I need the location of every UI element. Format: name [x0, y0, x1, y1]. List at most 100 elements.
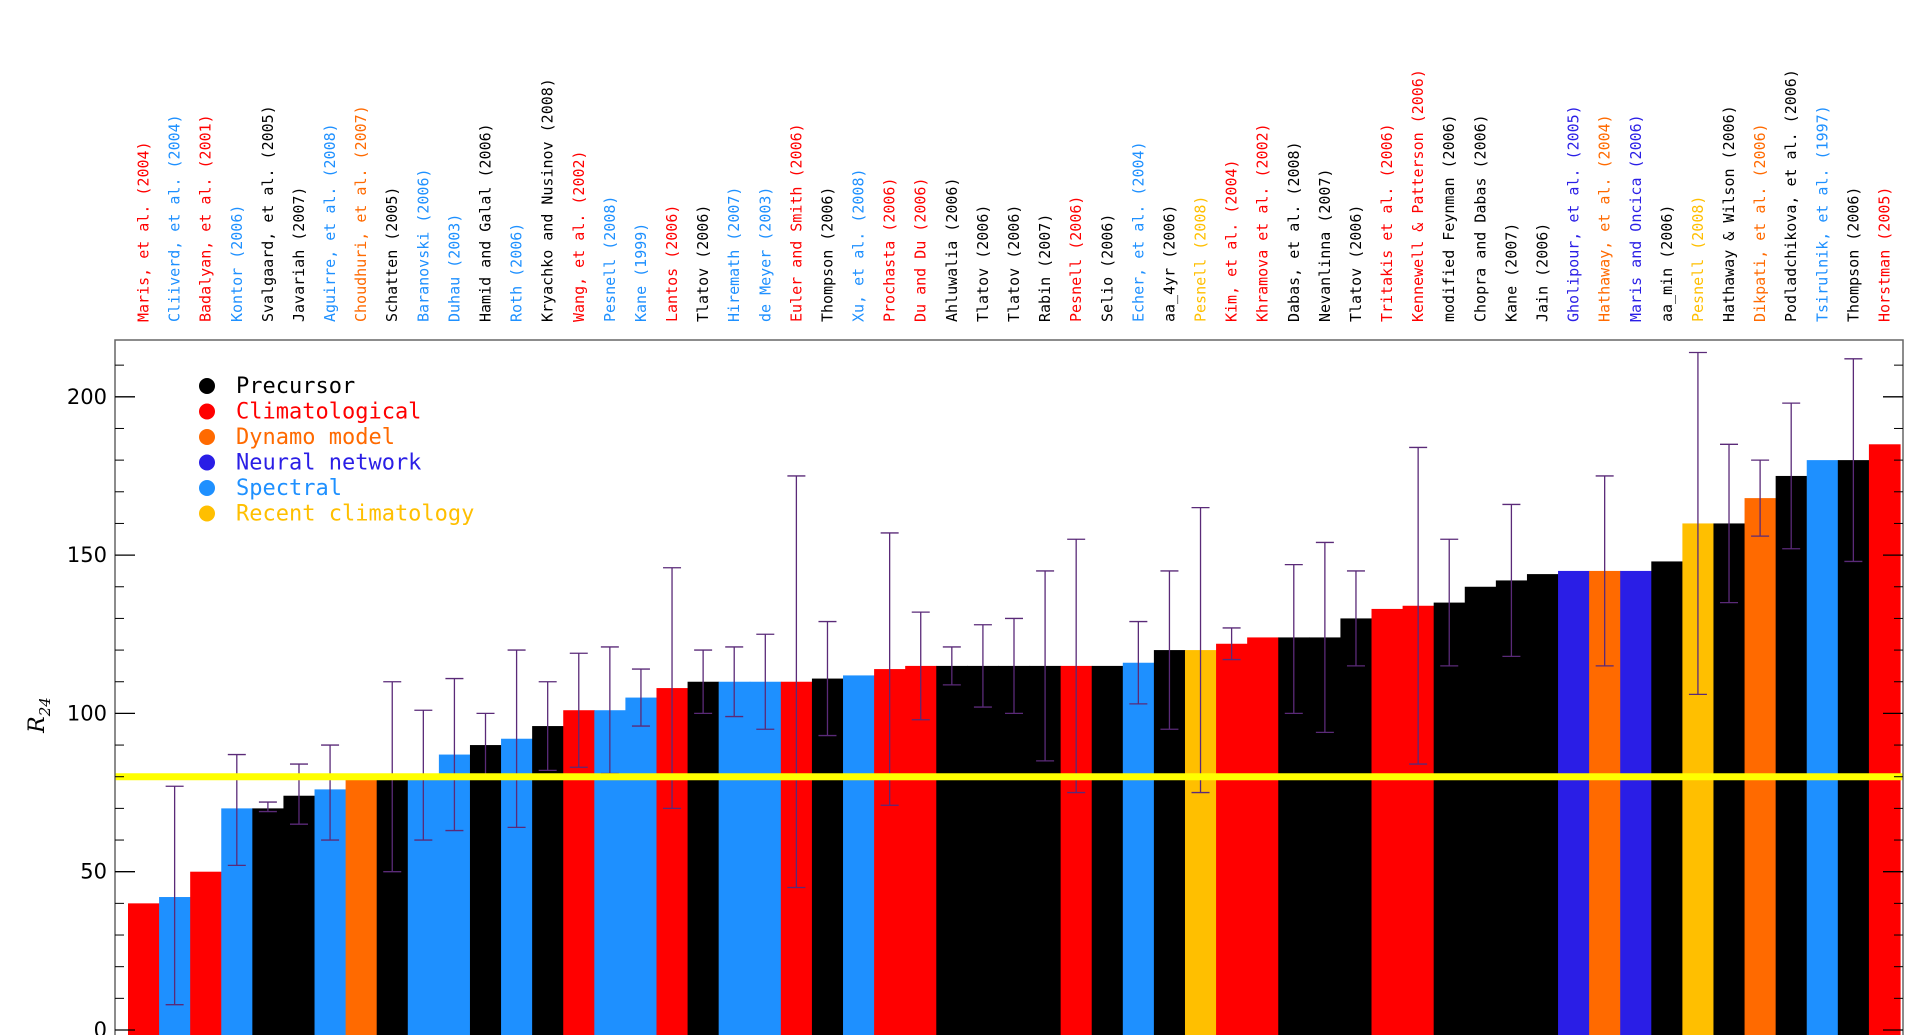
legend-entry: Recent climatology	[236, 502, 474, 527]
bar-label: Javariah (2007)	[290, 187, 308, 322]
bar-label: aa_4yr (2006)	[1160, 205, 1178, 322]
bar	[905, 665, 937, 1035]
bar	[128, 903, 160, 1035]
error-bars-group	[165, 351, 1863, 1006]
bar-label: Nevanlinna (2007)	[1316, 168, 1334, 322]
bar-label: Svalgaard, et al. (2005)	[259, 105, 277, 322]
plot-frame	[114, 339, 1904, 1035]
bar-label: Chopra and Dabas (2006)	[1471, 114, 1489, 322]
bar-label: Euler and Smith (2006)	[787, 123, 805, 322]
bar-label: Tlatov (2006)	[1005, 205, 1023, 322]
bar-label: Echer, et al. (2004)	[1129, 141, 1147, 322]
bar-label: Podladchikova, et al. (2006)	[1782, 69, 1800, 322]
bar	[252, 808, 285, 1035]
bar-label: Rabin (2007)	[1036, 214, 1054, 322]
bar	[1122, 662, 1155, 1035]
bar-label: Thompson (2006)	[819, 187, 837, 322]
bar-label: Hamid and Galal (2006)	[477, 123, 495, 322]
bar-label: Du and Du (2006)	[912, 178, 930, 323]
bar	[1806, 460, 1839, 1035]
bar-label: Roth (2006)	[508, 223, 526, 322]
bar	[1775, 475, 1808, 1035]
bar	[1433, 602, 1466, 1035]
bar	[998, 665, 1031, 1035]
bar-label: Pesnell (2006)	[1067, 196, 1085, 322]
bar-label: Jain (2006)	[1534, 223, 1552, 322]
bar-label: Tsirulnik, et al. (1997)	[1813, 105, 1831, 322]
bar-label: Tlatov (2006)	[1347, 205, 1365, 322]
bar-label: Gholipour, et al. (2005)	[1565, 105, 1583, 322]
bar-label: Prochasta (2006)	[881, 178, 899, 323]
bar-label: Duhau (2003)	[445, 214, 463, 322]
bar-label: Choudhuri, et al. (2007)	[352, 105, 370, 322]
bar-label: Kane (2007)	[1502, 223, 1520, 322]
bar-label: Kontor (2006)	[228, 205, 246, 322]
bar-labels-group: Maris, et al. (2004) Cliiverd, et al. (20…	[135, 69, 1894, 322]
bar-label: modified Feynman (2006)	[1440, 114, 1458, 322]
bar-label: Dabas, et al. (2008)	[1285, 141, 1303, 322]
bar	[1464, 586, 1497, 1035]
bar-label: Lantos (2006)	[663, 205, 681, 322]
y-axis-label-sub: 24	[36, 697, 54, 717]
bar-label: Tritakis et al. (2006)	[1378, 123, 1396, 322]
bar	[811, 678, 844, 1035]
bar-label: Baranovski (2006)	[414, 168, 432, 322]
bar-label: Aguirre, et al. (2008)	[321, 123, 339, 322]
legend-marker	[199, 454, 215, 471]
legend-background	[190, 368, 530, 528]
bar-label: Horstman (2005)	[1876, 187, 1894, 322]
bar-label: aa_min (2006)	[1658, 205, 1676, 322]
bar-label: Khramova et al. (2002)	[1254, 123, 1272, 322]
bar-label: Tlatov (2006)	[694, 205, 712, 322]
bar	[1868, 444, 1901, 1035]
legend-marker	[199, 429, 215, 445]
legend-entry: Dynamo model	[236, 425, 395, 450]
bar	[1620, 570, 1652, 1035]
bar	[843, 675, 875, 1035]
y-axis-label: R24	[25, 697, 54, 734]
bar	[1651, 561, 1683, 1035]
bar	[967, 665, 1000, 1035]
bar	[1340, 618, 1373, 1035]
bar-label: Kennewell & Patterson (2006)	[1409, 69, 1427, 322]
y-axis-label-main: R	[25, 716, 50, 734]
bar-label: Ahluwalia (2006)	[943, 178, 961, 323]
legend-entry: Spectral	[236, 476, 342, 501]
bar-label: Thompson (2006)	[1844, 187, 1862, 322]
bar-label: de Meyer (2003)	[756, 187, 774, 322]
bar-label: Selio (2006)	[1098, 214, 1116, 322]
bar	[345, 776, 378, 1035]
legend-marker	[199, 480, 215, 496]
bar	[1744, 498, 1777, 1035]
y-tick-label: 200	[67, 385, 107, 409]
bar	[749, 681, 782, 1035]
bar	[625, 697, 658, 1035]
bar-label: Badalyan, et al. (2001)	[197, 114, 215, 322]
bar-label: Dikpati, et al. (2006)	[1751, 123, 1769, 322]
bar	[1247, 637, 1279, 1035]
bar-label: Xu, et al. (2008)	[850, 168, 868, 322]
legend-entry: Climatological	[236, 400, 421, 425]
legend-marker	[199, 403, 215, 420]
bars-group	[128, 444, 1901, 1035]
bar-label: Schatten (2005)	[383, 187, 401, 322]
bar-label: Maris, et al. (2004)	[135, 141, 153, 322]
bar-label: Hiremath (2007)	[725, 187, 743, 322]
legend-marker	[199, 378, 215, 394]
bar-label: Pesnell (2008)	[1192, 196, 1210, 322]
bar-label: Maris and Oncica (2006)	[1627, 114, 1645, 322]
bar-label: Hathaway, et al. (2004)	[1596, 114, 1614, 322]
bar	[1091, 665, 1124, 1035]
bar	[1526, 574, 1559, 1035]
bar-label: Hathaway & Wilson (2006)	[1720, 105, 1738, 322]
bar-label: Cliiverd, et al. (2004)	[166, 114, 184, 322]
legend-marker	[199, 505, 215, 522]
legend-entry: Neural network	[236, 451, 421, 476]
legend-entry: Precursor	[236, 374, 355, 399]
bar-label: Pesnell (2008)	[601, 196, 619, 322]
bar	[1216, 643, 1248, 1035]
bar	[469, 745, 502, 1035]
bar	[532, 726, 564, 1035]
